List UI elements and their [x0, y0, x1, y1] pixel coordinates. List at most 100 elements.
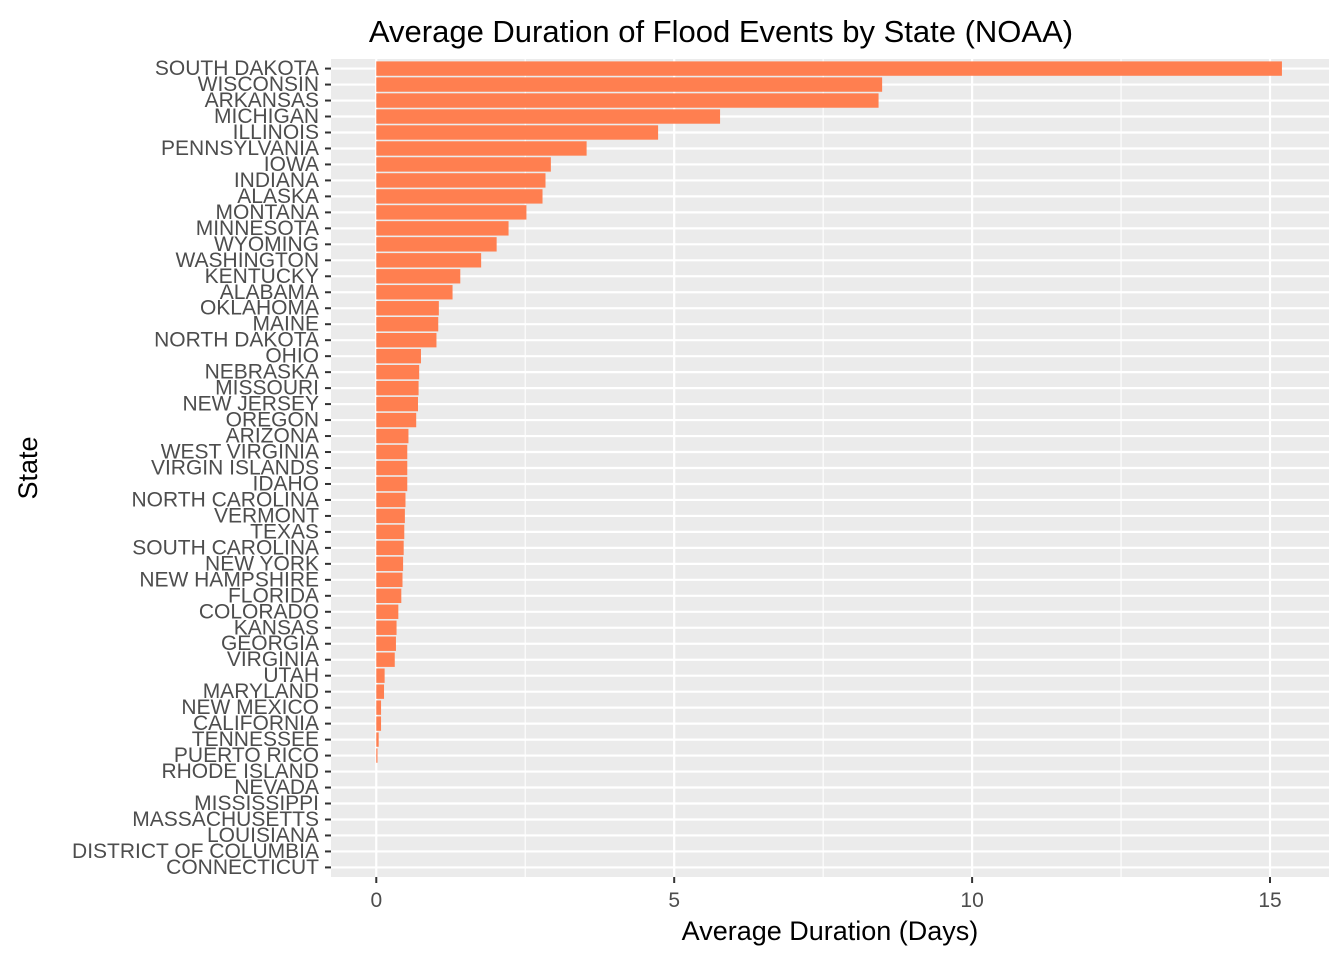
bar — [376, 652, 395, 667]
bar — [376, 460, 408, 476]
bar — [376, 748, 378, 763]
y-tick-label: IOWA — [264, 153, 319, 176]
y-tick-label: NEVADA — [234, 776, 319, 799]
y-tick-label: UTAH — [263, 664, 319, 687]
bar — [376, 332, 437, 348]
bar — [376, 668, 385, 683]
bar — [376, 317, 439, 332]
bar — [376, 684, 385, 699]
y-tick-label: ALASKA — [237, 185, 319, 208]
y-tick-label: WEST VIRGINIA — [161, 441, 319, 464]
bar — [376, 77, 883, 92]
bar — [376, 732, 379, 747]
bar — [376, 93, 879, 108]
x-axis-title: Average Duration (Days) — [682, 916, 979, 946]
bar — [376, 508, 405, 524]
y-tick-label: ILLINOIS — [233, 121, 319, 144]
bar — [376, 109, 721, 124]
y-tick-label: NORTH CAROLINA — [132, 488, 319, 511]
y-tick-label: ARIZONA — [226, 425, 319, 448]
y-tick-label: WYOMING — [214, 233, 319, 256]
bar — [376, 716, 382, 731]
bar — [376, 173, 546, 188]
y-tick-label: VERMONT — [214, 504, 319, 527]
bar — [376, 301, 439, 316]
y-tick-label: DISTRICT OF COLUMBIA — [72, 840, 319, 863]
y-axis: SOUTH DAKOTAWISCONSINARKANSASMICHIGANILL… — [72, 57, 331, 879]
y-tick-label: VIRGIN ISLANDS — [151, 457, 319, 480]
y-tick-label: OKLAHOMA — [200, 297, 319, 320]
bar — [376, 237, 497, 252]
y-tick-label: NEBRASKA — [205, 361, 319, 384]
y-tick-label: PENNSYLVANIA — [161, 137, 319, 160]
y-tick-label: INDIANA — [234, 169, 319, 192]
y-tick-label: MONTANA — [216, 201, 319, 224]
bar — [376, 492, 406, 508]
y-tick-label: CALIFORNIA — [193, 712, 319, 735]
bar — [376, 364, 420, 380]
y-tick-label: CONNECTICUT — [166, 856, 319, 879]
y-tick-label: SOUTH CAROLINA — [132, 536, 319, 559]
bar — [376, 540, 404, 556]
y-tick-label: NEW JERSEY — [182, 393, 319, 416]
x-tick-label: 5 — [668, 889, 680, 912]
bar — [376, 380, 419, 396]
bar — [376, 588, 402, 604]
bars — [376, 61, 1282, 875]
bar — [376, 524, 405, 540]
bar — [376, 125, 659, 140]
y-tick-label: PUERTO RICO — [174, 744, 319, 767]
bar — [376, 189, 543, 204]
y-tick-label: KENTUCKY — [205, 265, 319, 288]
y-tick-label: TEXAS — [250, 520, 319, 543]
bar — [376, 604, 399, 619]
y-tick-label: MICHIGAN — [214, 105, 319, 128]
x-tick-label: 15 — [1258, 889, 1281, 912]
bar — [376, 269, 461, 284]
y-tick-label: LOUISIANA — [207, 824, 319, 847]
bar — [376, 61, 1282, 76]
bar — [376, 428, 409, 444]
bar — [376, 444, 408, 460]
x-tick-label: 10 — [960, 889, 983, 912]
y-tick-label: OHIO — [265, 345, 319, 368]
bar — [376, 285, 453, 300]
x-tick-label: 0 — [370, 889, 382, 912]
bar — [376, 253, 482, 268]
bar — [376, 556, 404, 572]
y-tick-label: KANSAS — [234, 616, 319, 639]
bar — [376, 396, 418, 412]
bar — [376, 572, 403, 588]
bar — [376, 221, 509, 236]
y-tick-label: VIRGINIA — [227, 648, 319, 671]
y-tick-label: MASSACHUSETTS — [132, 808, 319, 831]
bar — [376, 141, 587, 156]
bar — [376, 157, 551, 172]
y-tick-label: OREGON — [226, 409, 319, 432]
y-tick-label: IDAHO — [252, 472, 319, 495]
bar — [376, 636, 396, 651]
y-tick-label: NORTH DAKOTA — [154, 329, 319, 352]
y-tick-label: MAINE — [252, 313, 319, 336]
y-tick-label: MINNESOTA — [196, 217, 319, 240]
bar — [376, 476, 408, 492]
y-tick-label: GEORGIA — [221, 632, 319, 655]
y-tick-label: MARYLAND — [203, 680, 319, 703]
y-tick-label: MISSISSIPPI — [194, 792, 319, 815]
y-axis-title: State — [13, 436, 43, 499]
bar — [376, 620, 397, 635]
bar — [376, 348, 421, 364]
y-tick-label: NEW HAMPSHIRE — [139, 568, 319, 591]
chart-title: Average Duration of Flood Events by Stat… — [369, 14, 1073, 49]
y-tick-label: FLORIDA — [228, 584, 319, 607]
y-tick-label: NEW MEXICO — [181, 696, 319, 719]
y-tick-label: RHODE ISLAND — [161, 760, 319, 783]
y-tick-label: ALABAMA — [220, 281, 319, 304]
y-tick-label: WASHINGTON — [175, 249, 319, 272]
x-axis: 0 5 10 15 — [370, 877, 1282, 912]
y-tick-label: ARKANSAS — [205, 89, 319, 112]
y-tick-label: COLORADO — [199, 600, 319, 623]
y-tick-label: WISCONSIN — [198, 73, 319, 96]
y-tick-label: NEW YORK — [205, 552, 319, 575]
